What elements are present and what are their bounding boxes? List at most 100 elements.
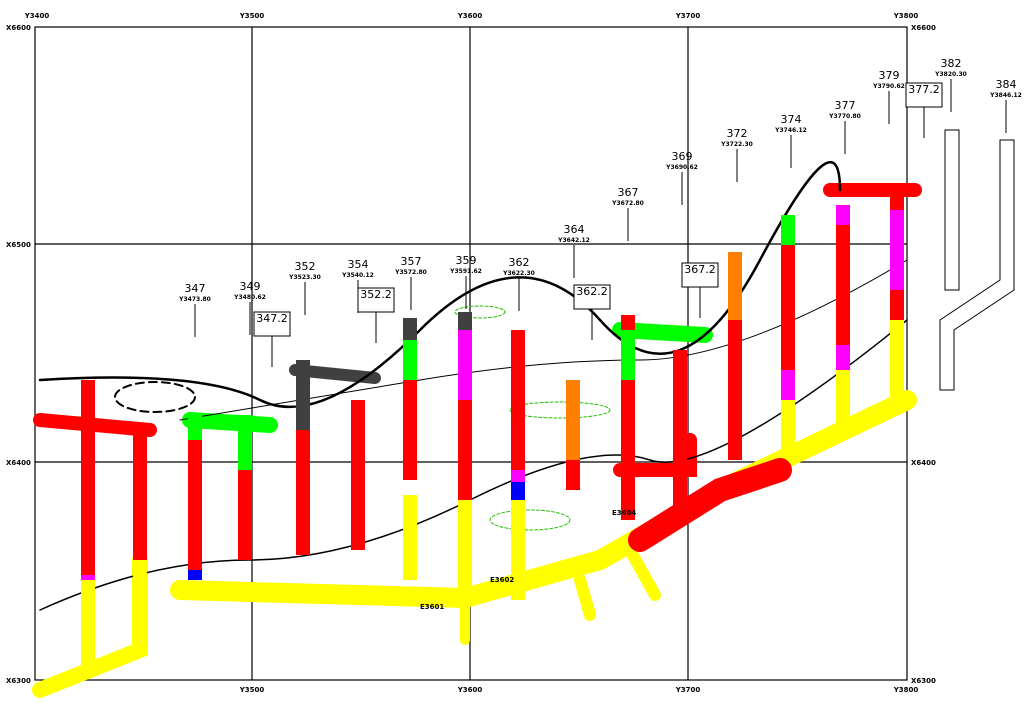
section-number: 377.2 (908, 83, 940, 96)
drift-label: E3601 (420, 603, 444, 611)
section-coord: Y3473.80 (178, 296, 211, 303)
raise-segment (403, 495, 417, 580)
section-coord: Y3642.12 (557, 237, 590, 244)
section-coord: Y3672.80 (611, 200, 644, 207)
grid-label: X6300 (911, 677, 936, 685)
raise-segment (836, 205, 850, 225)
raise-segment (188, 440, 202, 570)
section-coord: Y3480.62 (233, 294, 266, 301)
section-coord: Y3690.62 (665, 164, 698, 171)
drift-label: E3602 (490, 576, 514, 584)
grid-label: X6300 (6, 677, 31, 685)
section-number: 362.2 (576, 285, 608, 298)
section-number: 352 (295, 260, 316, 273)
raise-segment (566, 460, 580, 490)
section-number: 359 (456, 254, 477, 267)
raise-segment (836, 345, 850, 370)
raise-segment (351, 400, 365, 550)
section-number: 367 (618, 186, 639, 199)
grid-label: Y3500 (239, 686, 265, 694)
section-coord: Y3846.12 (989, 92, 1022, 99)
section-number: 372 (727, 127, 748, 140)
grid-label: Y3700 (675, 686, 701, 694)
raise-segment (781, 400, 795, 450)
raise-segment (836, 370, 850, 430)
labels: Y3400 Y3500 Y3600 Y3700 Y3800 Y3500 Y3600 Y3700… (6, 12, 1022, 694)
raise-segment (728, 320, 742, 460)
workings (32, 129, 1015, 698)
raise-segment (511, 470, 525, 482)
raise-segment (781, 370, 795, 400)
grid-label: Y3600 (457, 12, 483, 20)
section-box (905, 82, 943, 108)
raise-segment (296, 430, 310, 555)
raise-segment (81, 380, 95, 575)
grid-label: Y3400 (24, 12, 50, 20)
section-coord: Y3770.80 (828, 113, 861, 120)
grid-label: X6500 (6, 241, 31, 249)
raise-segment (458, 312, 472, 330)
raise-segment (458, 330, 472, 400)
raise-segment (728, 252, 742, 320)
raise-segment (511, 330, 525, 470)
section-number: 347 (185, 282, 206, 295)
raise-segment (890, 290, 904, 320)
raise-segment (188, 415, 202, 440)
section-coord: Y3572.80 (394, 269, 427, 276)
section-number: 384 (996, 78, 1017, 91)
raise-segment (781, 215, 795, 245)
grid-label: X6600 (911, 24, 936, 32)
raise-segment (238, 415, 252, 470)
section-coord: Y3622.30 (502, 270, 535, 277)
raise-segment (511, 500, 525, 600)
section-box (573, 284, 611, 310)
raise-segment (890, 210, 904, 290)
grid-label: X6600 (6, 24, 31, 32)
section-box (357, 287, 395, 313)
raise-segment (458, 500, 472, 595)
raise-segment (566, 380, 580, 460)
raise-segment (890, 190, 904, 210)
section-coord: Y3820.30 (934, 71, 967, 78)
raise-segment (133, 425, 147, 560)
grid-label: X6400 (911, 459, 936, 467)
grid-label: Y3800 (893, 12, 919, 20)
raise-segment (133, 560, 147, 650)
raise-segment (188, 570, 202, 580)
section-number: 357 (401, 255, 422, 268)
section-number: 369 (672, 150, 693, 163)
section-number: 377 (835, 99, 856, 112)
raise-segment (781, 245, 795, 370)
section-number: 374 (781, 113, 802, 126)
raise-segment (403, 380, 417, 480)
section-number: 354 (348, 258, 369, 271)
section-coord: Y3746.12 (774, 127, 807, 134)
section-coord: Y3540.12 (341, 272, 374, 279)
section-number: 382 (941, 57, 962, 70)
raise-segment (238, 470, 252, 560)
section-number: 379 (879, 69, 900, 82)
section-coord: Y3523.30 (288, 274, 321, 281)
grid-label: X6400 (6, 459, 31, 467)
raise-segment (403, 340, 417, 380)
raise-segment (836, 225, 850, 345)
section-number: 362 (509, 256, 530, 269)
raise-segment (81, 580, 95, 665)
section-number: 352.2 (360, 288, 392, 301)
drift-label: E3604 (612, 509, 636, 517)
raise-segment (621, 315, 635, 330)
section-coord: Y3722.30 (720, 141, 753, 148)
grid-label: Y3500 (239, 12, 265, 20)
section-coord: Y3591.62 (449, 268, 482, 275)
raise-segment (890, 320, 904, 400)
section-number: 349 (240, 280, 261, 293)
grid-label: Y3800 (893, 686, 919, 694)
raise-segment (621, 330, 635, 380)
raise-segment (673, 350, 687, 520)
raise-segment (511, 482, 525, 500)
section-number: 367.2 (684, 263, 716, 276)
section-number: 364 (564, 223, 585, 236)
raise-segment (621, 380, 635, 520)
section-number: 347.2 (256, 312, 288, 325)
